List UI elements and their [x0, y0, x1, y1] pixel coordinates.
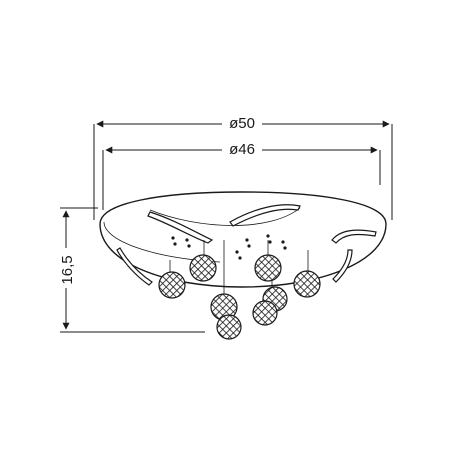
- inner-diameter-label: ø46: [229, 141, 255, 158]
- decorative-arms: [116, 204, 377, 286]
- crystal-ball: [158, 271, 186, 299]
- crystal-ball: [189, 254, 217, 282]
- inner-diameter-dimension: ø46: [102, 138, 381, 210]
- crystal-balls: [158, 254, 321, 340]
- crystal-ball: [254, 254, 282, 282]
- outer-diameter-dimension: ø50: [93, 112, 393, 220]
- crystal-ball: [252, 300, 278, 326]
- height-dimension: 16,5: [56, 207, 205, 333]
- outer-diameter-label: ø50: [229, 115, 255, 132]
- bead-drops: [171, 234, 287, 260]
- crystal-ball: [293, 270, 321, 298]
- height-label: 16,5: [59, 255, 76, 284]
- crystal-ball: [216, 314, 242, 340]
